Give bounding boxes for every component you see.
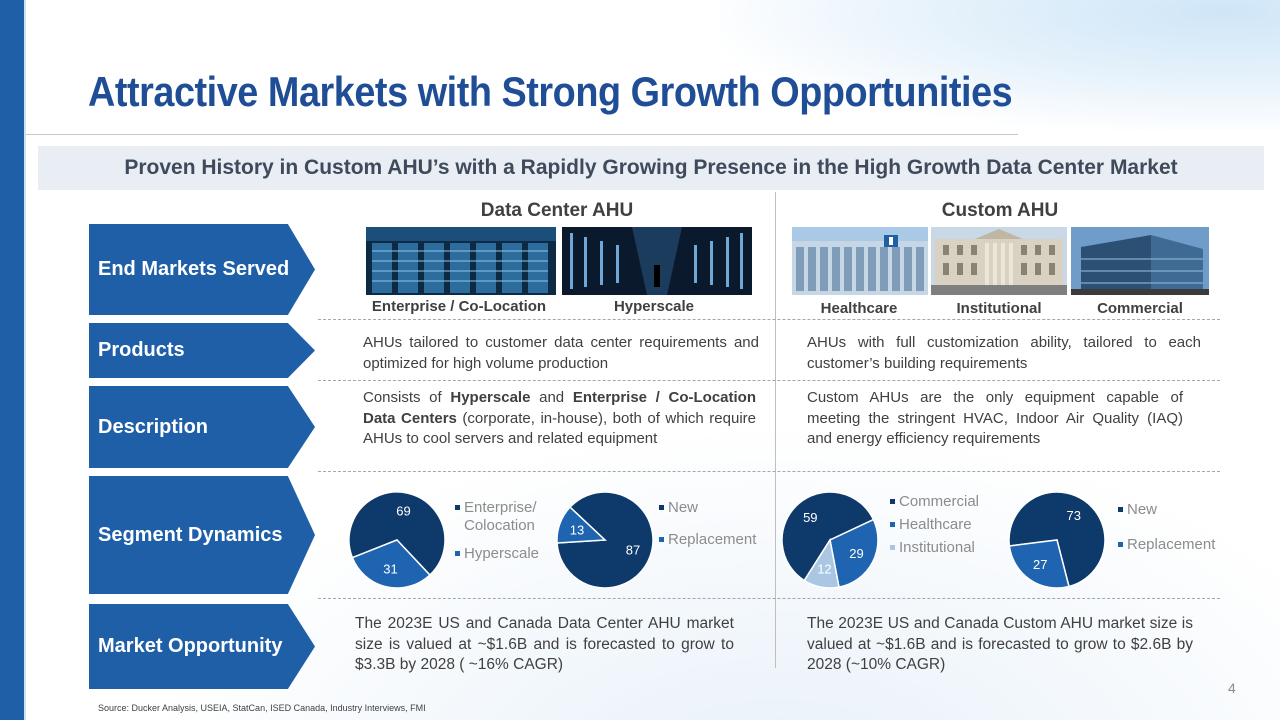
row-header-market-opportunity: Market Opportunity: [89, 604, 315, 689]
enterprise-datacenter-photo: [366, 227, 556, 295]
pie-data-label: 13: [570, 522, 584, 537]
pie-data-label: 87: [626, 543, 640, 558]
caption-commercial: Commercial: [1097, 300, 1183, 317]
pie-data-label: 12: [817, 562, 831, 577]
column-header-custom: Custom AHU: [941, 200, 1059, 221]
legend-item: Institutional: [890, 539, 1000, 557]
row-separator: [318, 471, 1220, 472]
pie-data-label: 29: [849, 546, 863, 561]
left-accent-bar: [0, 0, 26, 720]
pie-chart-dc-new-replacement: 87 13: [556, 491, 654, 589]
legend-item: Replacement: [1118, 536, 1228, 554]
pie-data-label: 27: [1033, 557, 1047, 572]
row-header-segment-dynamics: Segment Dynamics: [89, 476, 315, 594]
row-separator: [318, 598, 1220, 599]
legend-dc-new-replacement: New Replacement: [659, 499, 769, 549]
row-separator: [318, 319, 1220, 320]
page-title: Attractive Markets with Strong Growth Op…: [88, 68, 1013, 115]
institutional-building-photo: [931, 227, 1067, 295]
caption-institutional: Institutional: [956, 300, 1042, 317]
pie-chart-dc-segment: 69 31: [348, 491, 446, 589]
legend-item: New: [659, 499, 769, 517]
description-data-center-text: Consists of Hyperscale and Enterprise / …: [363, 389, 756, 447]
hyperscale-datacenter-photo: [562, 227, 752, 295]
legend-dc-segment: Enterprise/ Colocation Hyperscale: [455, 499, 555, 563]
pie-slice: [829, 518, 879, 589]
pie-slice: [556, 506, 607, 544]
row-separator: [318, 380, 1220, 381]
pie-slice: [803, 537, 840, 589]
legend-item: Commercial: [890, 493, 1000, 511]
pie-data-label: 31: [383, 562, 397, 577]
description-custom-text: Custom AHUs are the only equipment capab…: [807, 389, 1183, 447]
column-divider: [775, 192, 776, 668]
pie-slice: [351, 539, 431, 589]
page-number: 4: [1228, 680, 1236, 696]
legend-item: Hyperscale: [455, 545, 555, 563]
legend-item: Enterprise/ Colocation: [455, 499, 555, 535]
title-divider: [26, 134, 1018, 135]
pie-slice: [348, 491, 446, 577]
products-data-center-text: AHUs tailored to customer data center re…: [363, 334, 759, 372]
caption-enterprise: Enterprise / Co-Location: [371, 298, 547, 315]
legend-custom-segment: Commercial Healthcare Institutional: [890, 493, 1000, 557]
pie-data-label: 73: [1066, 508, 1080, 523]
pie-data-label: 69: [396, 503, 410, 518]
legend-item: Healthcare: [890, 516, 1000, 534]
row-header-products: Products: [89, 323, 315, 378]
pie-slice: [781, 491, 875, 582]
pie-slice: [1008, 539, 1070, 589]
subtitle-banner: Proven History in Custom AHU’s with a Ra…: [38, 146, 1264, 190]
pie-data-label: 59: [803, 510, 817, 525]
market-opportunity-data-center-text: The 2023E US and Canada Data Center AHU …: [355, 615, 734, 673]
column-header-data-center: Data Center AHU: [480, 200, 634, 221]
products-custom-text: AHUs with full customization ability, ta…: [807, 334, 1201, 372]
background-sky: [720, 0, 1280, 130]
caption-hyperscale: Hyperscale: [613, 298, 695, 315]
healthcare-building-photo: [792, 227, 928, 295]
pie-chart-custom-new-replacement: 73 27: [1008, 491, 1106, 589]
source-note: Source: Ducker Analysis, USEIA, StatCan,…: [98, 703, 426, 713]
row-header-description: Description: [89, 386, 315, 468]
commercial-building-photo: [1071, 227, 1209, 295]
legend-custom-new-replacement: New Replacement: [1118, 501, 1228, 554]
pie-chart-custom-segment: 59 29 12: [781, 491, 879, 589]
row-header-end-markets: End Markets Served: [89, 224, 315, 315]
legend-item: New: [1118, 501, 1228, 519]
market-opportunity-custom-text: The 2023E US and Canada Custom AHU marke…: [807, 615, 1193, 673]
legend-item: Replacement: [659, 531, 769, 549]
caption-healthcare: Healthcare: [820, 300, 898, 317]
